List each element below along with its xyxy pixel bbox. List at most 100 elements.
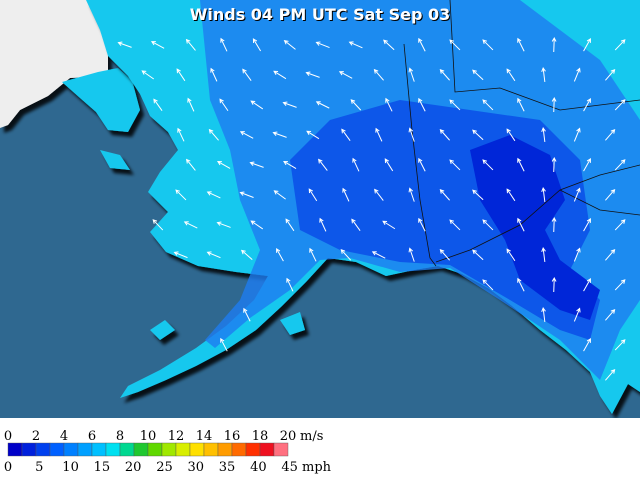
borders bbox=[403, 0, 640, 267]
wind-arrow bbox=[418, 157, 426, 172]
ms-label: 12 bbox=[168, 429, 185, 444]
color-swatch bbox=[231, 442, 247, 457]
color-swatch bbox=[49, 442, 65, 457]
wind-arrow bbox=[573, 67, 581, 82]
wind-arrow bbox=[338, 71, 353, 79]
wind-arrow bbox=[472, 129, 484, 141]
wind-arrow bbox=[283, 39, 296, 50]
color-swatch bbox=[119, 442, 135, 457]
wind-arrow bbox=[583, 277, 591, 292]
wind-arrow bbox=[383, 39, 395, 51]
wind-arrow bbox=[173, 251, 188, 259]
ms-label: 16 bbox=[224, 429, 241, 444]
wind-arrow bbox=[250, 100, 264, 110]
color-swatch bbox=[35, 442, 51, 457]
ms-label: 10 bbox=[140, 429, 157, 444]
mph-label: 0 bbox=[4, 460, 12, 475]
russia bbox=[0, 0, 140, 132]
wind-arrow bbox=[239, 191, 254, 198]
ms-label: 6 bbox=[88, 429, 96, 444]
color-swatch bbox=[175, 442, 191, 457]
wind-arrow bbox=[551, 276, 557, 293]
wind-arrow bbox=[351, 218, 361, 231]
ms-label: 20 bbox=[280, 429, 297, 444]
ms-label: 14 bbox=[196, 429, 213, 444]
map-title: Winds 04 PM UTC Sat Sep 03 bbox=[190, 5, 451, 24]
wind-arrow bbox=[449, 159, 461, 171]
wind-arrow bbox=[605, 248, 616, 261]
wind-arrow bbox=[541, 127, 546, 143]
wind-arrow bbox=[309, 247, 317, 262]
wind-arrow bbox=[206, 191, 221, 199]
color-swatch bbox=[91, 442, 107, 457]
wind-arrow bbox=[216, 221, 231, 228]
wind-arrow bbox=[408, 67, 415, 82]
color-swatch bbox=[203, 442, 219, 457]
wind-arrow bbox=[439, 128, 450, 141]
wind-arrow bbox=[219, 98, 229, 112]
wind-arrow bbox=[240, 249, 253, 260]
wind-arrow bbox=[449, 39, 461, 51]
wind-arrow bbox=[506, 128, 516, 142]
wind-arrow bbox=[439, 68, 450, 81]
wind-arrow bbox=[341, 128, 351, 141]
wind-arrow bbox=[573, 307, 581, 322]
wind-arrow bbox=[583, 337, 591, 352]
wind-arrow bbox=[439, 188, 450, 201]
mph-label: 40 bbox=[250, 460, 267, 475]
wind-arrow bbox=[541, 307, 546, 323]
wind-arrow bbox=[418, 37, 426, 52]
wind-arrow bbox=[614, 339, 626, 351]
wind-arrow bbox=[605, 68, 616, 81]
wind-arrow bbox=[449, 99, 461, 111]
wind-arrows bbox=[117, 36, 626, 381]
color-swatch bbox=[105, 442, 121, 457]
mph-label: 20 bbox=[125, 460, 142, 475]
wind-arrow bbox=[250, 220, 264, 230]
wind-arrow bbox=[319, 217, 327, 232]
wind-arrow bbox=[506, 188, 516, 202]
wind-arrow bbox=[352, 157, 360, 172]
color-swatch bbox=[161, 442, 177, 457]
wind-arrow bbox=[220, 337, 228, 352]
wind-arrow bbox=[541, 67, 546, 83]
wind-arrow bbox=[177, 127, 185, 142]
wind-arrow bbox=[210, 67, 218, 82]
wind-arrow bbox=[375, 127, 383, 142]
wind-arrow bbox=[472, 69, 484, 81]
wind-arrow bbox=[187, 97, 195, 112]
wind-arrow bbox=[185, 158, 196, 171]
wind-arrow bbox=[153, 98, 163, 111]
wind-arrow bbox=[176, 68, 186, 82]
wind-arrow bbox=[220, 37, 228, 52]
wind-arrow bbox=[273, 70, 287, 80]
wind-arrow bbox=[315, 101, 330, 109]
wind-arrow bbox=[286, 277, 294, 292]
mph-label: 10 bbox=[62, 460, 79, 475]
color-swatch bbox=[259, 442, 275, 457]
wind-arrow bbox=[482, 99, 494, 111]
wind-arrow bbox=[408, 187, 415, 202]
ms-unit: m/s bbox=[300, 429, 323, 444]
mph-label: 30 bbox=[187, 460, 204, 475]
wind-arrow bbox=[217, 161, 231, 169]
wind-arrow bbox=[272, 131, 287, 138]
ms-label: 8 bbox=[116, 429, 124, 444]
wind-arrow bbox=[305, 71, 320, 78]
wind-arrow bbox=[517, 97, 525, 112]
wind-arrow bbox=[308, 188, 318, 202]
wind-arrow bbox=[517, 157, 525, 172]
wind-arrow bbox=[208, 128, 219, 141]
color-swatch bbox=[63, 442, 79, 457]
wind-arrow bbox=[348, 41, 363, 49]
wind-arrow bbox=[418, 97, 426, 112]
wind-arrow bbox=[206, 251, 221, 259]
wind-arrow bbox=[614, 39, 626, 51]
wind-arrow bbox=[517, 277, 525, 292]
wind-arrow bbox=[573, 127, 581, 142]
wind-arrow bbox=[541, 247, 546, 263]
wind-arrow bbox=[373, 68, 384, 81]
wind-arrow bbox=[141, 70, 155, 80]
wind-arrow bbox=[439, 248, 450, 261]
